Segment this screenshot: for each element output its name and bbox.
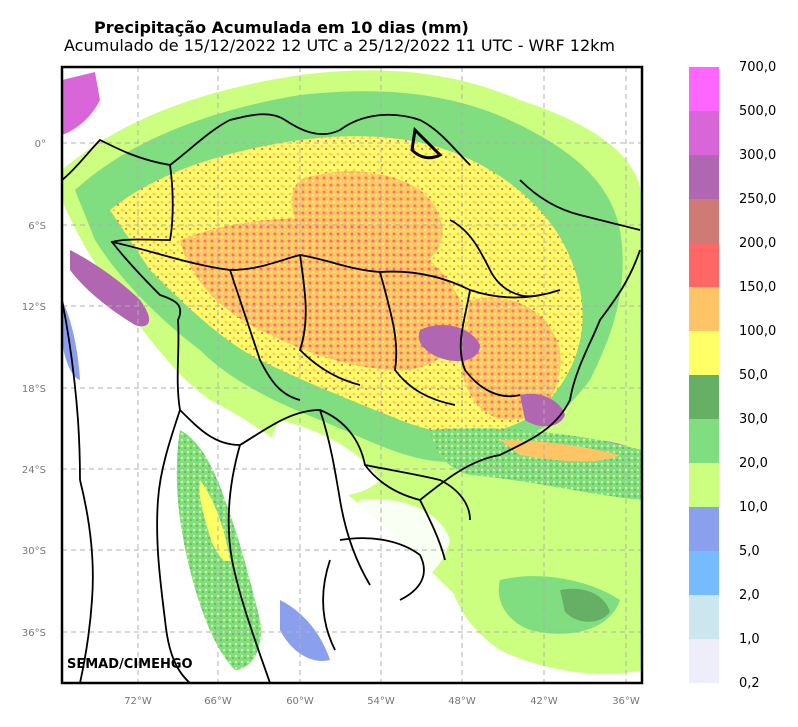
lat-label: 0° xyxy=(35,139,46,150)
lat-label: 6°S xyxy=(28,221,46,232)
lon-label: 36°W xyxy=(612,696,640,707)
colorbar-label: 100,0 xyxy=(739,324,777,339)
colorbar-label: 500,0 xyxy=(739,104,777,119)
colorbar-swatch xyxy=(689,551,719,595)
colorbar-label: 250,0 xyxy=(739,192,777,207)
colorbar-swatch xyxy=(689,463,719,507)
colorbar-label: 50,0 xyxy=(739,368,768,383)
colorbar-label: 300,0 xyxy=(739,148,777,163)
colorbar-swatch xyxy=(689,375,719,419)
colorbar-label: 10,0 xyxy=(739,500,768,515)
colorbar-label: 20,0 xyxy=(739,456,768,471)
colorbar-swatch xyxy=(689,199,719,243)
colorbar-label: 30,0 xyxy=(739,412,768,427)
colorbar-label: 150,0 xyxy=(739,280,777,295)
lon-label: 54°W xyxy=(367,696,395,707)
lat-label: 18°S xyxy=(22,384,46,395)
longitude-labels: 72°W 66°W 60°W 54°W 48°W 42°W 36°W xyxy=(124,696,640,707)
lat-label: 30°S xyxy=(22,546,46,557)
lon-label: 60°W xyxy=(286,696,314,707)
map-frame xyxy=(60,65,644,685)
colorbar-swatch xyxy=(689,639,719,683)
colorbar-label: 2,0 xyxy=(739,588,760,603)
political-borders xyxy=(62,113,641,683)
colorbar-label: 0,2 xyxy=(739,676,760,691)
colorbar-swatch xyxy=(689,419,719,463)
lon-label: 66°W xyxy=(204,696,232,707)
title-line-2: Acumulado de 15/12/2022 12 UTC a 25/12/2… xyxy=(64,36,615,55)
colorbar-swatch xyxy=(689,287,719,331)
colorbar-swatch xyxy=(689,67,719,111)
lat-label: 36°S xyxy=(22,628,46,639)
lat-label: 12°S xyxy=(22,302,46,313)
colorbar-label: 5,0 xyxy=(739,544,760,559)
colorbar-label: 700,0 xyxy=(739,60,777,75)
colorbar-swatch xyxy=(689,595,719,639)
colorbar-swatch xyxy=(689,111,719,155)
lon-label: 72°W xyxy=(124,696,152,707)
lon-label: 48°W xyxy=(448,696,476,707)
lon-label: 42°W xyxy=(530,696,558,707)
lat-label: 24°S xyxy=(22,465,46,476)
credit-label: SEMAD/CIMEHGO xyxy=(67,657,193,672)
colorbar-swatch xyxy=(689,507,719,551)
colorbar-label: 200,0 xyxy=(739,236,777,251)
colorbar-swatch xyxy=(689,331,719,375)
graticule xyxy=(62,67,642,683)
latitude-labels: 0° 6°S 12°S 18°S 24°S 30°S 36°S xyxy=(22,139,46,639)
colorbar-swatch xyxy=(689,155,719,199)
colorbar-label: 1,0 xyxy=(739,632,760,647)
colorbar-swatch xyxy=(689,243,719,287)
title-line-1: Precipitação Acumulada em 10 dias (mm) xyxy=(94,18,469,37)
